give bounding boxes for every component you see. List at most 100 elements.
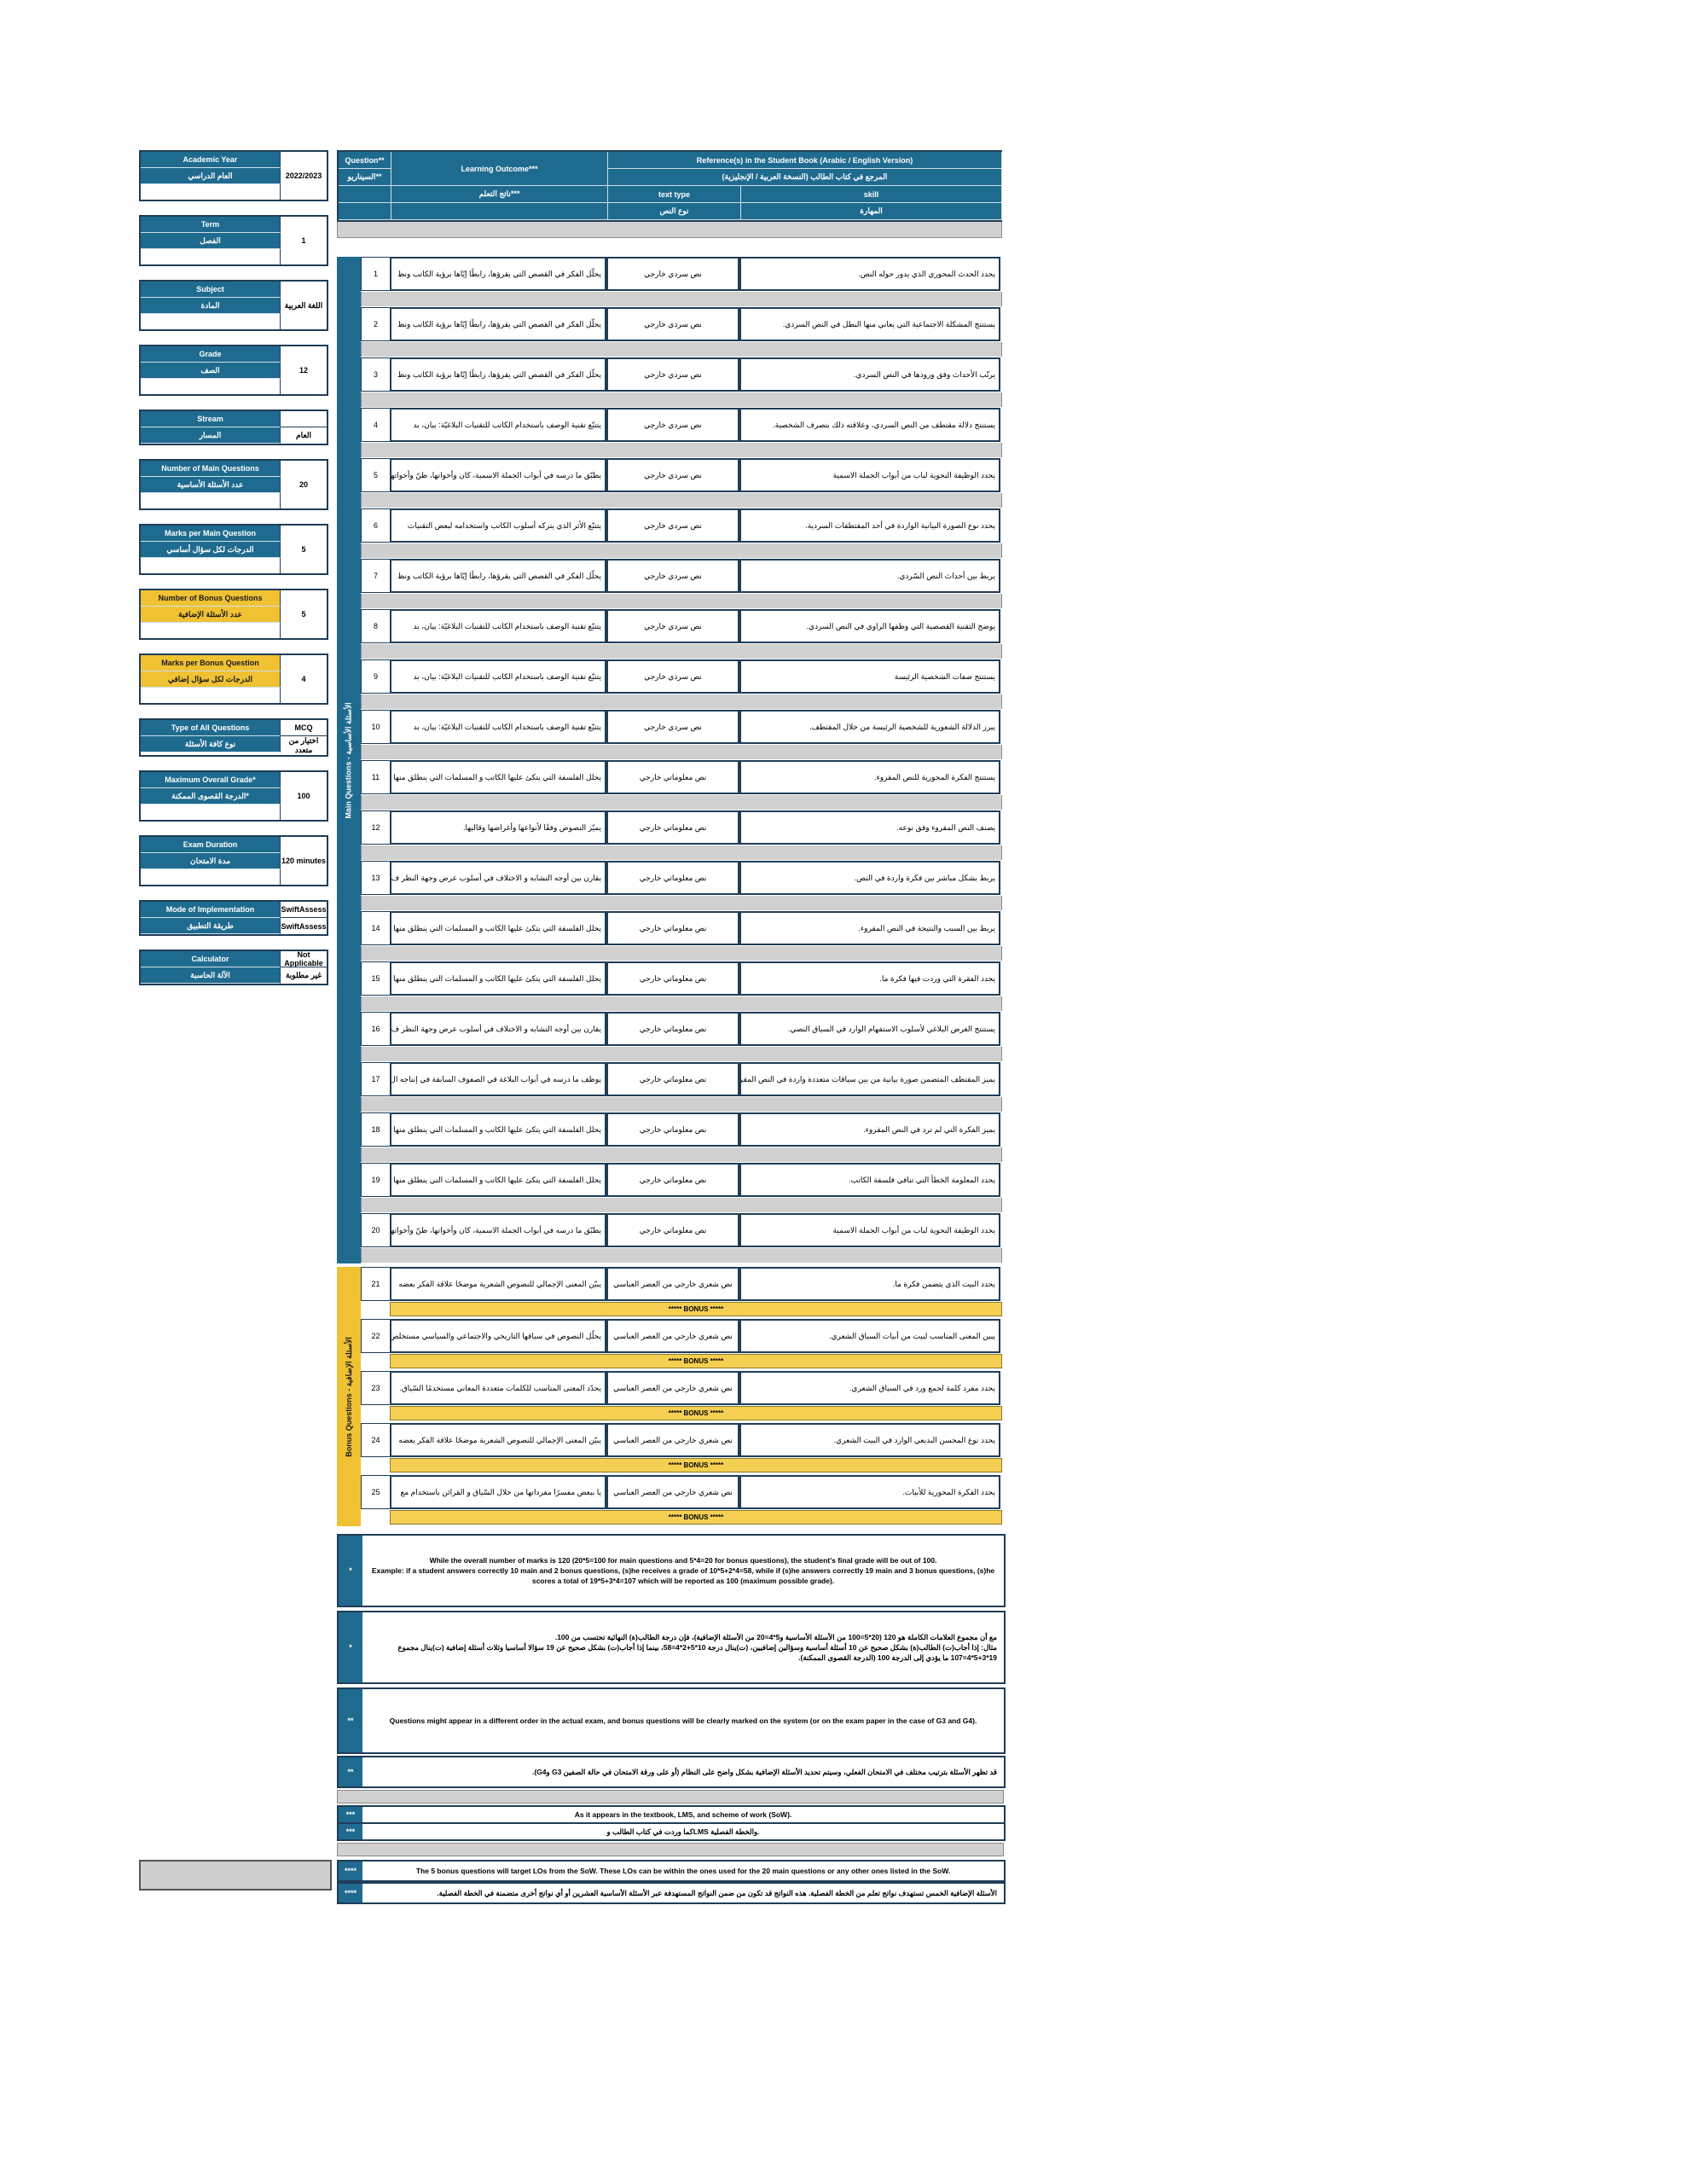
text-type-cell: نص معلوماتي خارجي bbox=[606, 1163, 739, 1197]
num-main-blank bbox=[141, 493, 281, 508]
learning-outcome-cell: يطبّق ما درسه في أبواب الجملة الاسمية، ك… bbox=[390, 1213, 606, 1247]
learning-outcome-cell: يتتبّع تقنية الوصف باستخدام الكاتب للتقن… bbox=[390, 609, 606, 643]
mode-value-2: SwiftAssess bbox=[281, 918, 327, 934]
num-bonus-label-ar: عدد الأسئلة الإضافية bbox=[141, 607, 281, 623]
question-number: 24 bbox=[361, 1423, 390, 1457]
max-grade-label: Maximum Overall Grade* bbox=[141, 772, 281, 788]
note-star2-en: ** Questions might appear in a different… bbox=[337, 1687, 1006, 1754]
skill-cell: يحدد نوع الصورة البيانية الواردة في أحد … bbox=[739, 508, 1000, 543]
skill-cell: يحدد الوظيفة النحوية لباب من أبواب الجمل… bbox=[739, 1213, 1000, 1247]
text-type-cell: نص سردي خارجي bbox=[606, 408, 739, 442]
text-type-cell: نص معلوماتي خارجي bbox=[606, 861, 739, 895]
skill-cell: يبرز الدلالة الشعورية للشخصية الرئيسة من… bbox=[739, 710, 1000, 744]
question-row: 1 يحلّل الفكر في القصص التي يقرؤها، رابطً… bbox=[361, 257, 1002, 307]
question-number: 1 bbox=[361, 257, 390, 291]
question-number: 5 bbox=[361, 458, 390, 492]
learning-outcome-cell: يحلّل النصوص في سياقها التاريخي والاجتما… bbox=[390, 1319, 606, 1353]
header-grey-band bbox=[337, 222, 1002, 238]
question-row: 3 يحلّل الفكر في القصص التي يقرؤها، رابطً… bbox=[361, 357, 1002, 408]
num-main-label-ar: عدد الأسئلة الأساسية bbox=[141, 477, 281, 493]
row-separator bbox=[361, 1198, 1002, 1212]
skill-cell: يحدد الوظيفة النحوية لباب من أبواب الجمل… bbox=[739, 458, 1000, 492]
bonus-marker: ***** BONUS ***** bbox=[390, 1302, 1002, 1316]
bonus-marker: ***** BONUS ***** bbox=[390, 1354, 1002, 1368]
text-type-cell: نص سردي خارجي bbox=[606, 357, 739, 392]
skill-cell: يميز الفكرة التي لم ترد في النص المقروء. bbox=[739, 1112, 1000, 1147]
text-type-cell: نص سردي خارجي bbox=[606, 307, 739, 341]
notes-grey-band bbox=[337, 1790, 1004, 1804]
question-number: 19 bbox=[361, 1163, 390, 1197]
bonus-question-row: 24 يبيّن المعنى الإجمالي للنصوص الشعرية م… bbox=[361, 1423, 1002, 1475]
learning-outcome-cell: يتتبّع تقنية الوصف باستخدام الكاتب للتقن… bbox=[390, 408, 606, 442]
question-row: 6 يتتبّع الأثر الذي يتركه أسلوب الكاتب وا… bbox=[361, 508, 1002, 559]
learning-outcome-cell: يا ببعض مفسرًا مفرداتها من خلال السّياق … bbox=[390, 1475, 606, 1509]
header-lo-ar: ناتج التعلم*** bbox=[391, 186, 608, 203]
duration-blank bbox=[141, 869, 281, 885]
marks-main-blank bbox=[141, 558, 281, 573]
question-row: 9 يتتبّع تقنية الوصف باستخدام الكاتب للتق… bbox=[361, 659, 1002, 710]
academic-year-value: 2022/2023 bbox=[281, 152, 327, 200]
marks-bonus-label-ar: الدرجات لكل سؤال إضافي bbox=[141, 671, 281, 688]
num-main-value: 20 bbox=[281, 461, 327, 508]
row-separator bbox=[361, 1147, 1002, 1162]
row-separator bbox=[361, 1047, 1002, 1061]
text-type-cell: نص سردي خارجي bbox=[606, 710, 739, 744]
academic-year-blank bbox=[141, 184, 281, 200]
type-value-en: MCQ bbox=[281, 720, 327, 736]
note-star4-ar: **** الأسئلة الإضافية الخمس تستهدف نواتج… bbox=[337, 1882, 1006, 1904]
calculator-value-en: Not Applicable bbox=[281, 950, 327, 967]
text-type-cell: نص شعري خارجي من العصر العباسي bbox=[606, 1267, 739, 1301]
question-number: 7 bbox=[361, 559, 390, 593]
type-label-ar: نوع كافة الأسئلة bbox=[141, 736, 281, 752]
text-type-cell: نص سردي خارجي bbox=[606, 257, 739, 291]
question-row: 16 يقارن بين أوجه التشابه و الاختلاف في أ… bbox=[361, 1012, 1002, 1062]
bonus-question-row: 23 يحدّد المعنى المناسب للكلمات متعددة ال… bbox=[361, 1371, 1002, 1423]
skill-cell: يحدد نوع المحسن البديعي الوارد في البيت … bbox=[739, 1423, 1000, 1457]
learning-outcome-cell: يحلّل الفكر في القصص التي يقرؤها، رابطًا… bbox=[390, 559, 606, 593]
question-rows: Main Questions - الأسئلة الأساسية Bonus … bbox=[337, 257, 1002, 1527]
learning-outcome-cell: يحلل الفلسفة التي يتكئ عليها الكاتب و ال… bbox=[390, 961, 606, 996]
question-number: 9 bbox=[361, 659, 390, 694]
text-type-cell: نص معلوماتي خارجي bbox=[606, 1213, 739, 1247]
subject-blank bbox=[141, 314, 281, 329]
row-separator bbox=[361, 795, 1002, 810]
mode-label: Mode of Implementation bbox=[141, 902, 281, 918]
exam-info-panel: Academic Year 2022/2023 العام الدراسي Te… bbox=[139, 150, 328, 999]
skill-cell: يحدد الفقرة التي وردت فيها فكرة ما. bbox=[739, 961, 1000, 996]
skill-cell: يحدد البيت الذي يتضمن فكرة ما. bbox=[739, 1267, 1000, 1301]
skill-cell: يميز المقتطف المتضمن صورة بيانية من بين … bbox=[739, 1062, 1000, 1096]
learning-outcome-cell: يبيّن المعنى الإجمالي للنصوص الشعرية موض… bbox=[390, 1423, 606, 1457]
learning-outcome-cell: يحدّد المعنى المناسب للكلمات متعددة المع… bbox=[390, 1371, 606, 1405]
grade-value: 12 bbox=[281, 346, 327, 394]
max-grade-label-ar: الدرجة القصوى الممكنة* bbox=[141, 788, 281, 804]
skill-cell: يحدد الحدث المحوري الذي يدور حوله النص. bbox=[739, 257, 1000, 291]
question-number: 6 bbox=[361, 508, 390, 543]
learning-outcome-cell: يحلّل الفكر في القصص التي يقرؤها، رابطًا… bbox=[390, 357, 606, 392]
term-blank bbox=[141, 249, 281, 264]
row-separator bbox=[361, 745, 1002, 759]
num-main-label: Number of Main Questions bbox=[141, 461, 281, 477]
subject-label: Subject bbox=[141, 282, 281, 298]
note-star3-en: *** As it appears in the textbook, LMS, … bbox=[337, 1805, 1006, 1824]
question-number: 25 bbox=[361, 1475, 390, 1509]
row-separator bbox=[361, 845, 1002, 860]
question-number: 17 bbox=[361, 1062, 390, 1096]
mode-label-ar: طريقة التطبيق bbox=[141, 918, 281, 934]
learning-outcome-cell: يتتبّع الأثر الذي يتركه أسلوب الكاتب واس… bbox=[390, 508, 606, 543]
text-type-cell: نص شعري خارجي من العصر العباسي bbox=[606, 1475, 739, 1509]
text-type-cell: نص سردي خارجي bbox=[606, 458, 739, 492]
bonus-marker: ***** BONUS ***** bbox=[390, 1406, 1002, 1420]
num-bonus-blank bbox=[141, 623, 281, 638]
skill-cell: يربط بين السبب والنتيجة في النص المقروء. bbox=[739, 911, 1000, 945]
question-number: 14 bbox=[361, 911, 390, 945]
marks-bonus-label: Marks per Bonus Question bbox=[141, 655, 281, 671]
question-row: 8 يتتبّع تقنية الوصف باستخدام الكاتب للتق… bbox=[361, 609, 1002, 659]
question-number: 18 bbox=[361, 1112, 390, 1147]
term-label-ar: الفصل bbox=[141, 233, 281, 249]
question-row: 5 يطبّق ما درسه في أبواب الجملة الاسمية، … bbox=[361, 458, 1002, 508]
text-type-cell: نص شعري خارجي من العصر العباسي bbox=[606, 1423, 739, 1457]
text-type-cell: نص معلوماتي خارجي bbox=[606, 760, 739, 794]
duration-group: Exam Duration 120 minutes مدة الامتحان bbox=[139, 835, 328, 886]
learning-outcome-cell: يقارن بين أوجه التشابه و الاختلاف في أسل… bbox=[390, 861, 606, 895]
question-number: 10 bbox=[361, 710, 390, 744]
